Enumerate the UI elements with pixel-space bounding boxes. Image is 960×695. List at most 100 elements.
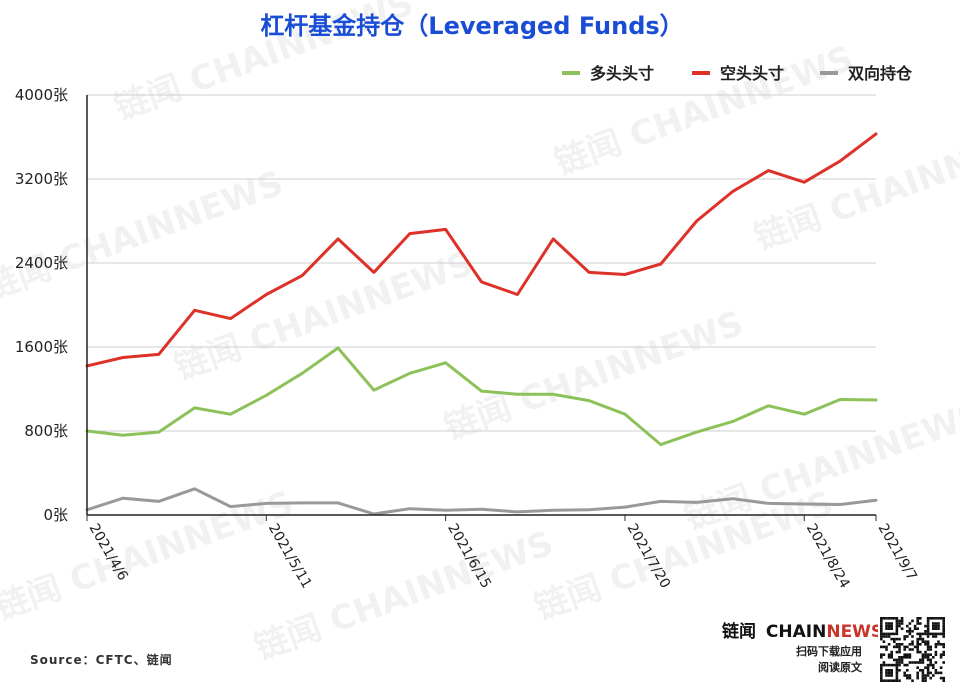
qr-module (921, 637, 925, 641)
qr-module (932, 627, 935, 630)
series-layer (85, 132, 878, 516)
qr-module (882, 640, 886, 643)
qr-module (942, 622, 945, 625)
watermark-text: 链闻 CHAINNEWS (749, 113, 960, 258)
qr-module (880, 637, 883, 641)
qr-module (895, 674, 899, 677)
series-line (85, 346, 878, 447)
brand-cn: 链闻 (722, 621, 756, 642)
qr-module (916, 617, 919, 620)
qr-module (887, 622, 891, 625)
qr-module (880, 656, 883, 659)
watermark-text: 链闻 CHAINNEWS (439, 303, 748, 448)
qr-module (924, 679, 927, 682)
qr-module (916, 645, 919, 649)
qr-module (921, 676, 925, 680)
qr-module (887, 669, 891, 672)
qr-module (895, 630, 899, 633)
qr-module (898, 624, 901, 628)
qr-module (887, 653, 891, 656)
qr-module (890, 663, 893, 667)
chart-title: 杠杆基金持仓（Leveraged Funds） (260, 12, 683, 40)
qr-module (885, 622, 888, 625)
qr-module (887, 656, 891, 659)
qr-module (895, 627, 899, 630)
qr-module (926, 627, 930, 630)
qr-module (926, 648, 930, 651)
qr-module (903, 674, 906, 677)
qr-module (893, 658, 896, 662)
qr-module (939, 643, 943, 646)
qr-module (926, 671, 930, 675)
qr-module (916, 643, 919, 646)
qr-module (939, 671, 943, 675)
qr-module (903, 648, 906, 651)
qr-module (880, 632, 883, 636)
qr-module (916, 619, 919, 623)
qr-module (887, 674, 891, 677)
qr-module (937, 622, 940, 625)
qr-module (903, 645, 906, 649)
qr-module (921, 669, 925, 672)
qr-module (887, 617, 891, 620)
qr-module (929, 648, 932, 651)
qr-module (900, 617, 904, 620)
qr-module (932, 624, 935, 628)
qr-module (893, 637, 896, 641)
qr-module (898, 643, 901, 646)
qr-module (924, 650, 927, 654)
qr-module (895, 637, 899, 641)
qr-module (890, 632, 893, 636)
qr-module (885, 624, 888, 628)
qr-module (939, 617, 943, 620)
qr-module (885, 632, 888, 636)
qr-module (926, 645, 930, 649)
qr-module (890, 674, 893, 677)
qr-module (911, 635, 914, 638)
qr-module (882, 617, 886, 620)
qr-module (932, 622, 935, 625)
qr-module (898, 650, 901, 654)
qr-module (880, 630, 883, 633)
qr-module (898, 669, 901, 672)
qr-module (929, 653, 932, 656)
qr-module (919, 661, 922, 664)
qr-module (895, 624, 899, 628)
qr-module (895, 632, 899, 636)
qr-module (932, 663, 935, 667)
qr-module (913, 627, 917, 630)
qr-module (908, 622, 912, 625)
qr-module (885, 674, 888, 677)
qr-module (916, 640, 919, 643)
qr-module (890, 653, 893, 656)
qr-module (908, 648, 912, 651)
qr-module (880, 635, 883, 638)
brand-tagline-read: 阅读原文 (818, 660, 863, 674)
qr-module (890, 622, 893, 625)
qr-module (900, 619, 904, 623)
qr-module (903, 637, 906, 641)
qr-module (908, 643, 912, 646)
qr-module (880, 622, 883, 625)
qr-module (942, 632, 945, 636)
qr-module (919, 635, 922, 638)
qr-module (913, 661, 917, 664)
qr-module (926, 630, 930, 633)
qr-module (913, 624, 917, 628)
qr-module (880, 619, 883, 623)
qr-module (916, 632, 919, 636)
qr-module (939, 666, 943, 669)
qr-module (903, 663, 906, 667)
qr-module (895, 661, 899, 664)
qr-module (885, 627, 888, 630)
qr-module (890, 617, 893, 620)
qr-module (929, 658, 932, 662)
qr-module (908, 674, 912, 677)
qr-module (942, 627, 945, 630)
y-tick-label: 1600张 (15, 338, 68, 356)
qr-module (898, 679, 901, 682)
qr-module (885, 635, 888, 638)
qr-module (916, 666, 919, 669)
qr-module (890, 627, 893, 630)
qr-module (898, 645, 901, 649)
